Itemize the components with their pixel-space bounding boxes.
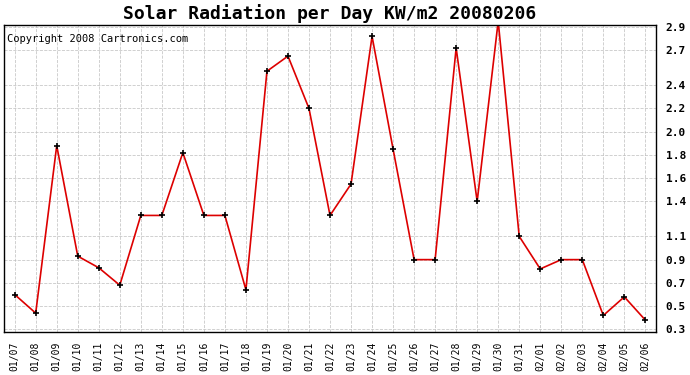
Text: Copyright 2008 Cartronics.com: Copyright 2008 Cartronics.com [8, 34, 188, 44]
Title: Solar Radiation per Day KW/m2 20080206: Solar Radiation per Day KW/m2 20080206 [124, 4, 537, 23]
